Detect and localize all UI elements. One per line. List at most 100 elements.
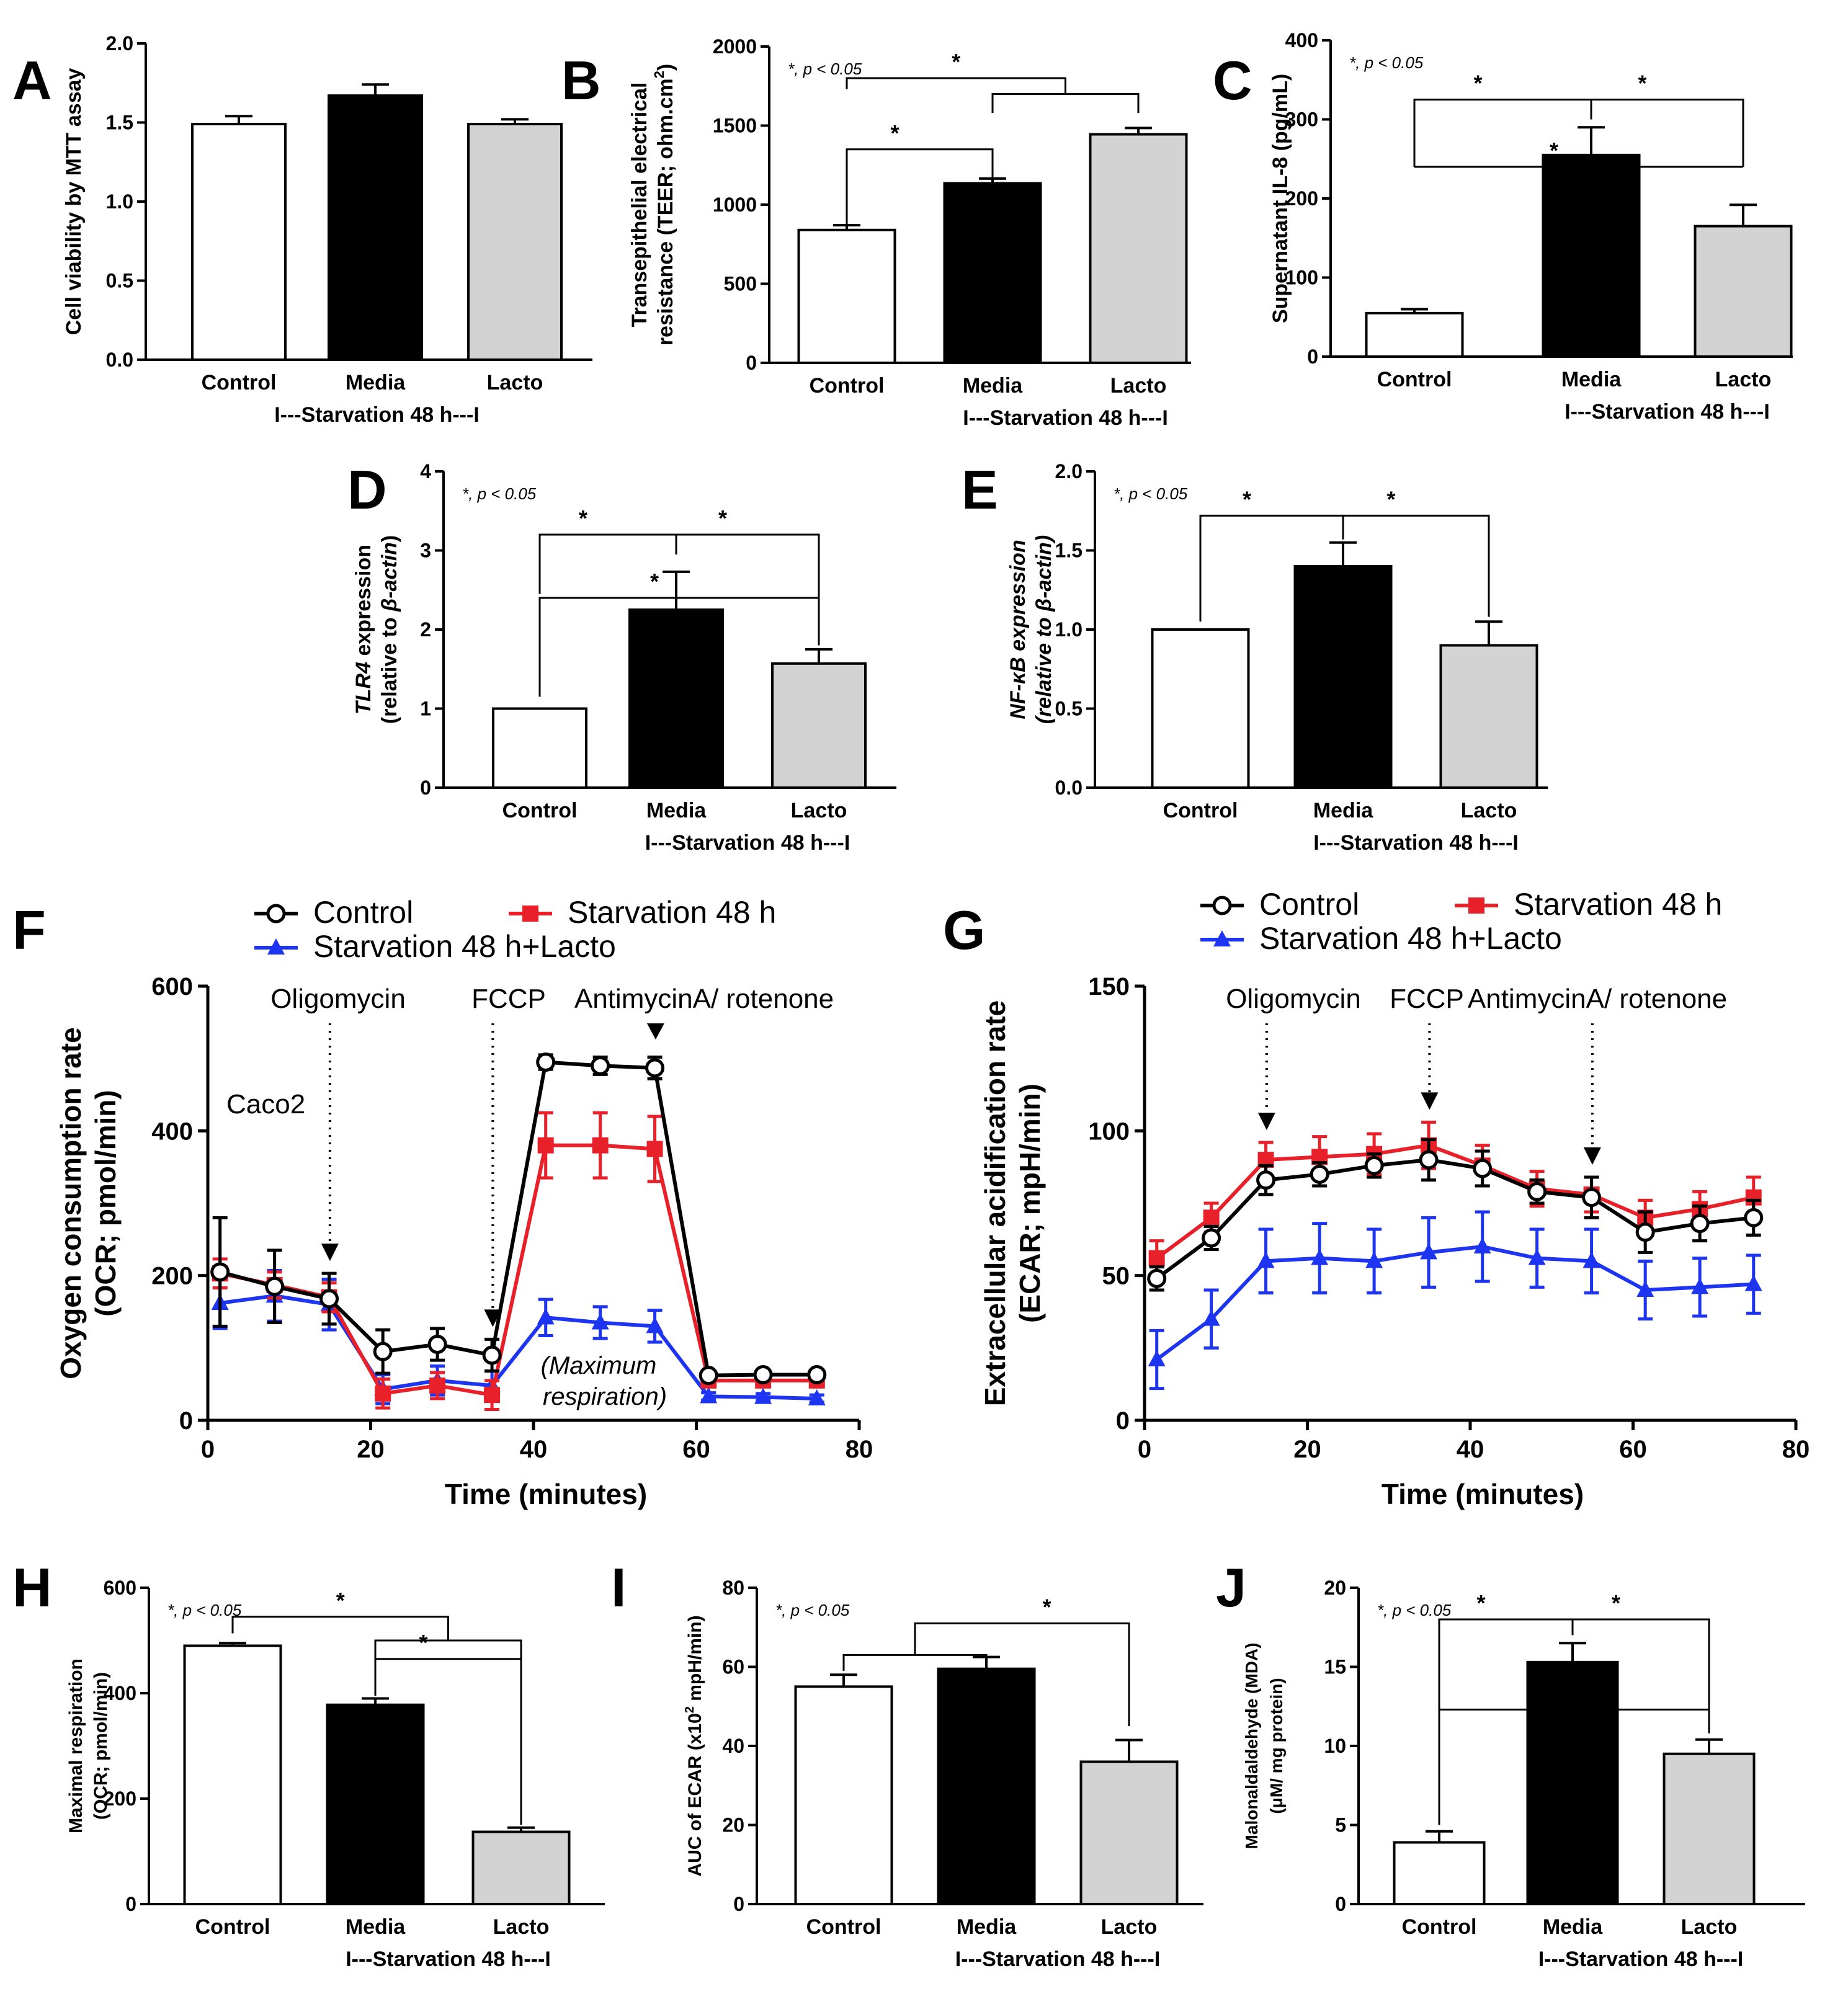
g-injection-label: AntimycinA/ rotenone bbox=[1468, 984, 1727, 1014]
g-data-point bbox=[1528, 1248, 1546, 1265]
f-data-point bbox=[591, 1056, 610, 1075]
g-data-point bbox=[1473, 1237, 1491, 1253]
b-bar-control bbox=[797, 228, 896, 364]
i-y-axis-label: AUC of ECAR (x102 mpH/min) bbox=[683, 1615, 705, 1876]
f-y-tick-label: 400 bbox=[151, 1118, 193, 1145]
panel-label-j: J bbox=[1216, 1557, 1246, 1618]
e-category-label: Lacto bbox=[1461, 799, 1517, 822]
b-y-tick-label: 1000 bbox=[713, 194, 757, 216]
g-x-tick-label: 60 bbox=[1619, 1436, 1647, 1463]
c-significance-bracket bbox=[1590, 99, 1744, 167]
e-group-label: I---Starvation 48 h---I bbox=[1313, 831, 1519, 855]
c-category-label: Lacto bbox=[1715, 368, 1772, 391]
g-data-point bbox=[1202, 1309, 1220, 1326]
i-y-tick-label: 80 bbox=[722, 1577, 744, 1599]
h-significance-note: *, p < 0.05 bbox=[167, 1601, 242, 1619]
f-data-point bbox=[373, 1342, 393, 1361]
i-y-tick-label: 40 bbox=[722, 1735, 744, 1757]
f-data-point bbox=[808, 1389, 826, 1405]
j-y-tick-label: 5 bbox=[1335, 1814, 1346, 1836]
f-maximum-respiration-note: respiration) bbox=[543, 1383, 667, 1410]
i-significance-bracket bbox=[842, 1654, 988, 1671]
panel-label-c: C bbox=[1213, 50, 1252, 111]
c-category-label: Control bbox=[1377, 368, 1452, 391]
e-y-tick-label: 1.0 bbox=[1055, 618, 1082, 641]
c-y-tick-label: 400 bbox=[1285, 29, 1318, 51]
f-data-point bbox=[807, 1365, 827, 1384]
g-data-point bbox=[1148, 1350, 1166, 1366]
g-injection-label: FCCP bbox=[1390, 984, 1464, 1014]
g-data-point bbox=[1635, 1222, 1655, 1242]
h-y-tick-label: 200 bbox=[104, 1787, 136, 1810]
g-data-point bbox=[1256, 1170, 1276, 1190]
h-significance-star: * bbox=[336, 1588, 345, 1613]
d-significance-note: *, p < 0.05 bbox=[462, 484, 537, 503]
h-significance-bracket bbox=[374, 1639, 522, 1669]
i-bar-media bbox=[937, 1667, 1036, 1905]
f-y-axis-label: Oxygen consumption rate(OCR; pmol/min) bbox=[55, 1027, 122, 1379]
g-data-point bbox=[1420, 1243, 1438, 1260]
f-data-point bbox=[537, 1308, 555, 1325]
e-y-tick-label: 2.0 bbox=[1055, 460, 1082, 483]
panel-a-chart: 0.0 0.5 1.0 1.5 2.0 Control Media Lacto I---Star… bbox=[62, 32, 592, 427]
h-bar-control bbox=[183, 1644, 282, 1905]
g-y-tick-label: 50 bbox=[1102, 1263, 1130, 1290]
g-data-point bbox=[1257, 1252, 1275, 1268]
g-y-axis-label: Extracellular acidification rate(ECAR; m… bbox=[979, 1000, 1046, 1407]
f-data-point bbox=[375, 1385, 391, 1402]
i-group-label: I---Starvation 48 h---I bbox=[955, 1947, 1161, 1971]
c-significance-note: *, p < 0.05 bbox=[1349, 53, 1424, 72]
e-category-label: Media bbox=[1313, 799, 1373, 822]
panel-e-chart: 0.0 0.5 1.0 1.5 2.0 Control Media Lacto I---Star… bbox=[1006, 460, 1548, 855]
j-y-tick-label: 20 bbox=[1324, 1577, 1346, 1599]
g-data-point bbox=[1527, 1182, 1547, 1201]
g-x-axis-label: Time (minutes) bbox=[1382, 1478, 1584, 1510]
h-category-label: Lacto bbox=[493, 1915, 550, 1939]
h-y-tick-label: 400 bbox=[104, 1682, 136, 1704]
g-data-point bbox=[1636, 1281, 1654, 1297]
d-category-label: Media bbox=[646, 799, 707, 822]
f-data-point bbox=[484, 1387, 501, 1404]
h-bar-media bbox=[326, 1703, 425, 1905]
f-series-line-0 bbox=[219, 1060, 817, 1378]
h-significance-bracket bbox=[374, 1658, 522, 1825]
g-data-point bbox=[1311, 1248, 1329, 1265]
h-y-axis-label: Maximal respiration (OCR; pmol/min) bbox=[66, 1658, 111, 1833]
i-y-tick-label: 20 bbox=[722, 1814, 744, 1836]
f-injection-label: AntimycinA/ rotenone bbox=[574, 984, 834, 1014]
j-y-tick-label: 10 bbox=[1324, 1735, 1346, 1757]
g-data-point bbox=[1310, 1164, 1329, 1184]
f-y-tick-label: 600 bbox=[151, 973, 193, 1000]
g-data-point bbox=[1582, 1188, 1602, 1208]
e-y-tick-label: 0.0 bbox=[1055, 777, 1082, 799]
f-data-point bbox=[482, 1345, 502, 1365]
a-y-tick-label: 1.0 bbox=[106, 190, 133, 213]
a-category-label: Lacto bbox=[487, 371, 543, 394]
e-significance-note: *, p < 0.05 bbox=[1114, 484, 1188, 503]
j-category-label: Lacto bbox=[1681, 1915, 1738, 1939]
d-y-axis-label: TLR4 expression(relative to β-actin) bbox=[352, 535, 401, 724]
panel-h-chart: 0 200 400 600 Control Media Lacto I---Starvatio… bbox=[66, 1577, 605, 1971]
c-y-tick-label: 0 bbox=[1307, 345, 1318, 368]
b-significance-bracket bbox=[846, 148, 994, 227]
c-y-tick-label: 100 bbox=[1285, 267, 1318, 289]
b-category-label: Control bbox=[810, 374, 885, 398]
j-bar-control bbox=[1393, 1841, 1486, 1906]
f-data-point bbox=[536, 1053, 556, 1072]
a-bar-control bbox=[191, 123, 287, 362]
f-data-point bbox=[210, 1262, 230, 1282]
panel-label-e: E bbox=[962, 459, 998, 520]
d-bar-control bbox=[492, 707, 587, 789]
b-bar-lacto bbox=[1089, 133, 1188, 364]
g-data-point bbox=[1147, 1268, 1167, 1288]
c-bar-control bbox=[1365, 311, 1464, 358]
c-category-label: Media bbox=[1561, 368, 1622, 391]
d-y-tick-label: 2 bbox=[420, 618, 431, 641]
f-legend-marker bbox=[522, 906, 538, 922]
f-injection-label: Oligomycin bbox=[270, 984, 406, 1014]
f-injection-arrowhead bbox=[321, 1244, 339, 1262]
panel-label-f: F bbox=[12, 899, 46, 961]
d-y-tick-label: 0 bbox=[420, 777, 431, 799]
d-significance-bracket bbox=[675, 533, 820, 646]
g-x-tick-label: 80 bbox=[1782, 1436, 1810, 1463]
